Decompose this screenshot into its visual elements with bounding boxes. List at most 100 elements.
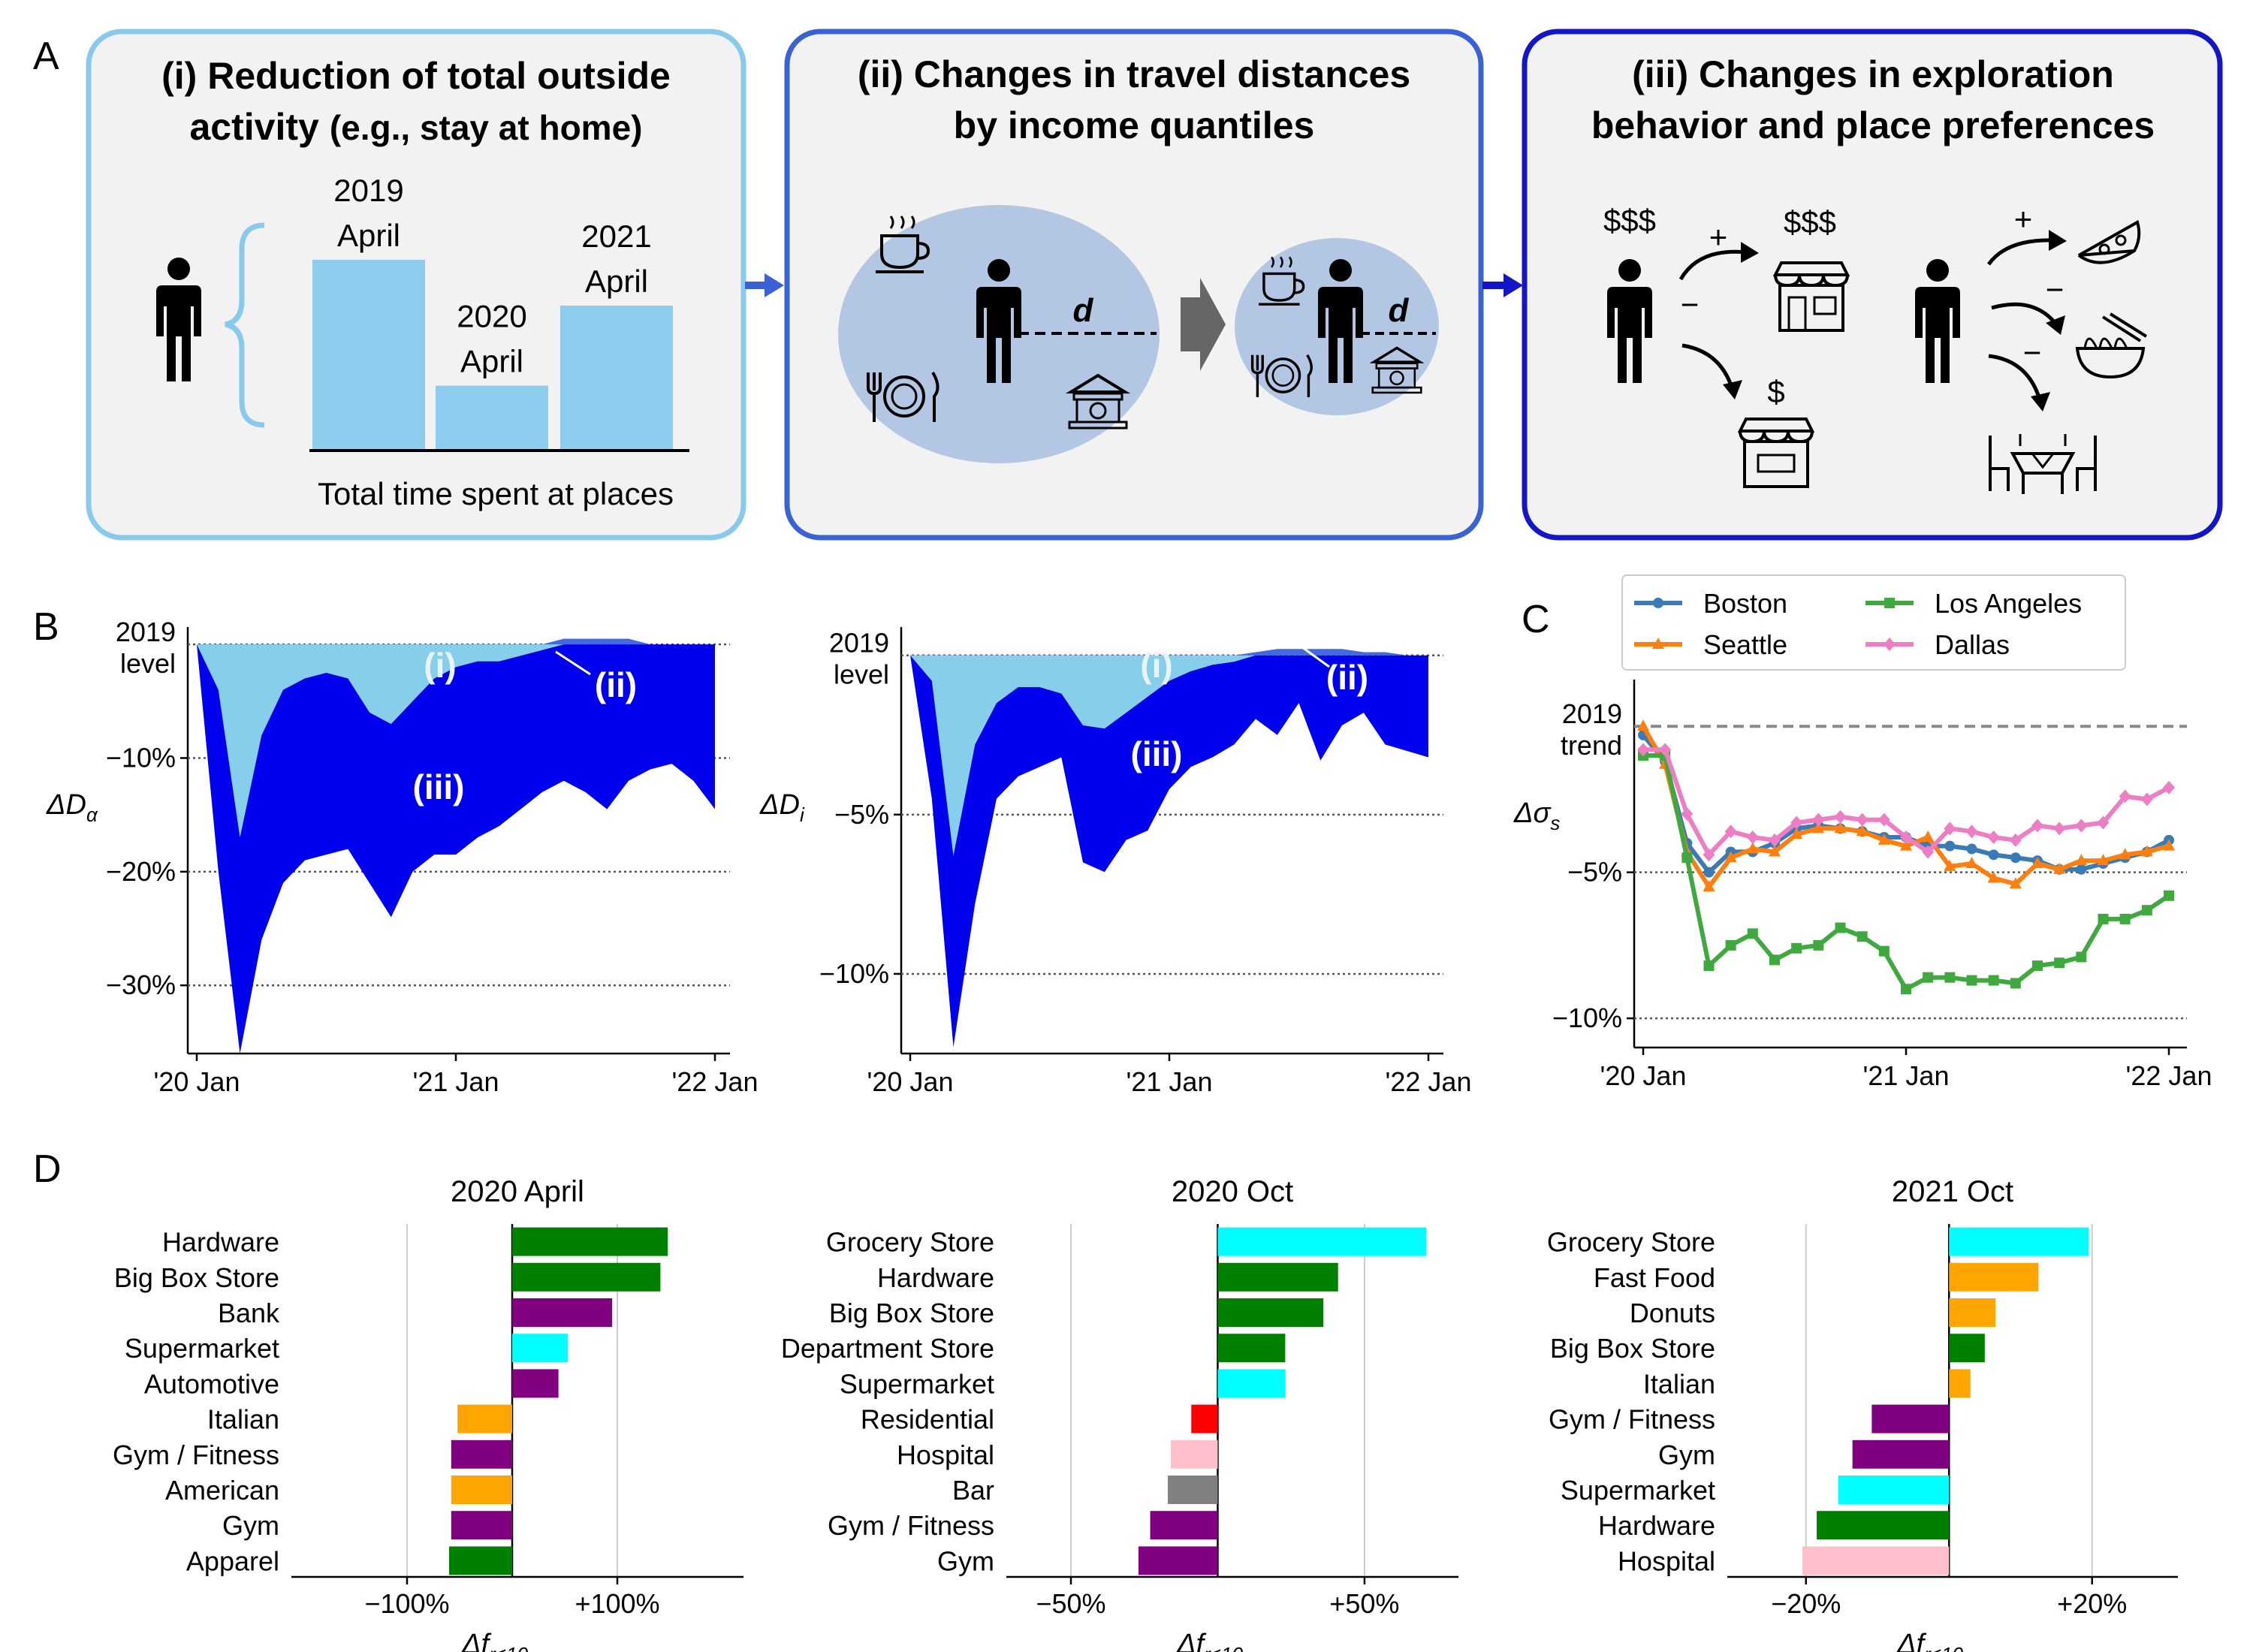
y-axis-label-main: ΔD — [759, 789, 800, 821]
series-point — [2009, 833, 2022, 847]
curved-arrow-icon — [1986, 238, 2055, 266]
bar-group: 2019 April 2020 April 2021 April — [312, 173, 673, 451]
y-axis-label: ΔDα — [46, 789, 98, 826]
y-tick-label: −30% — [106, 969, 176, 1000]
x-tick-label: '22 Jan — [2126, 1060, 2212, 1091]
x-axis-label: Δfr≤10 — [1896, 1629, 1963, 1652]
bar-label-month: April — [337, 218, 400, 253]
bar-italian — [457, 1404, 512, 1433]
x-axis-label-sub: r≤10 — [1924, 1643, 1963, 1652]
series-point — [1944, 972, 1956, 983]
bar-bank — [512, 1298, 612, 1327]
series-point — [2076, 864, 2087, 875]
series-point — [1769, 845, 1781, 857]
category-label: Hospital — [1618, 1545, 1715, 1576]
x-axis-label: Δfr≤10 — [461, 1629, 528, 1652]
series-point — [1965, 857, 1978, 868]
legend-label: Boston — [1703, 588, 1787, 619]
bar-2 — [560, 305, 673, 451]
legend-swatch-marker — [1884, 598, 1895, 608]
minus-sign: − — [2046, 272, 2064, 307]
y-axis-label-sub: i — [800, 803, 805, 826]
panel-letter-d: D — [33, 1147, 62, 1191]
series-point — [1944, 840, 1956, 852]
series-point — [1878, 833, 1890, 845]
arrow-right-icon — [1482, 273, 1523, 297]
bar-0 — [312, 260, 425, 451]
series-point — [1900, 839, 1912, 851]
bar-label-month: April — [585, 264, 648, 299]
series-point — [1813, 939, 1824, 951]
legend-swatch-marker — [1652, 638, 1664, 649]
series-point — [1724, 851, 1737, 863]
arrowhead-icon — [1723, 380, 1742, 399]
bar-gym — [1138, 1546, 1218, 1575]
bar-label-year: 2020 — [457, 299, 526, 334]
bar-bar — [1168, 1476, 1218, 1504]
series-point — [1856, 824, 1868, 837]
series-point — [2119, 789, 2131, 803]
legend: Boston Seattle Los Angeles Dallas — [1621, 574, 2126, 671]
series-point — [1834, 821, 1847, 834]
series-point — [1856, 931, 1868, 942]
box-iii-frame — [1522, 29, 2223, 541]
category-label: Italian — [1643, 1368, 1715, 1399]
x-axis-label-main: Δf — [1176, 1629, 1206, 1652]
series-point — [2164, 890, 2174, 901]
series-point — [1790, 815, 1803, 830]
person-icon — [976, 259, 1021, 383]
y-tick-label: −20% — [106, 856, 176, 887]
bar-gym — [451, 1511, 512, 1540]
series-point — [1791, 942, 1802, 954]
category-label: Supermarket — [125, 1333, 279, 1364]
annotation-i: (i) — [1140, 646, 1172, 685]
ref-label-line2: level — [834, 659, 889, 690]
series-point — [2163, 780, 2175, 794]
ref-label-line2: trend — [1561, 730, 1622, 761]
x-tick-label: '21 Jan — [1126, 1066, 1213, 1097]
storefront-icon — [1737, 418, 1815, 488]
person-icon — [1915, 259, 1960, 383]
series-point — [1703, 880, 1715, 892]
series-point — [1966, 975, 1977, 986]
series-point — [1987, 871, 2000, 883]
category-label: Italian — [207, 1404, 279, 1435]
person-icon — [156, 258, 201, 381]
panel-letter-a: A — [33, 35, 59, 78]
y-tick-label: −5% — [1567, 857, 1622, 888]
person-icon — [1607, 259, 1652, 383]
category-label: American — [165, 1475, 279, 1506]
series-point — [2053, 821, 2066, 836]
x-axis-label-sub: r≤10 — [1204, 1643, 1243, 1652]
bar-supermarket — [1838, 1476, 1950, 1504]
series-point — [1746, 842, 1759, 854]
box-iii-title-line2: behavior and place preferences — [1591, 104, 2155, 146]
legend-swatch-marker — [1653, 598, 1663, 608]
series-point — [1703, 848, 1715, 862]
series-point — [2141, 905, 2152, 916]
series-point — [1681, 852, 1693, 864]
bar-grocery-store — [1217, 1227, 1426, 1256]
bar-1 — [436, 385, 548, 451]
box-i-title-example: (e.g., stay at home) — [330, 108, 643, 147]
bank-icon — [1065, 373, 1131, 430]
bar-hardware — [1817, 1511, 1950, 1540]
y-axis-label-main: ΔD — [46, 789, 86, 821]
series-point — [2031, 818, 2043, 833]
x-tick-label: −50% — [1036, 1588, 1105, 1619]
box-i: (i) Reduction of total outside activity (… — [86, 29, 746, 541]
annotation-iii: (iii) — [413, 767, 465, 806]
annotation-i: (i) — [424, 646, 456, 685]
category-label: Hospital — [897, 1439, 994, 1470]
area-series-2 — [197, 644, 715, 1054]
ref-label-line1: 2019 — [116, 616, 176, 647]
arrowhead-icon — [1741, 242, 1759, 263]
bar-hardware — [512, 1227, 668, 1256]
category-label: Apparel — [186, 1545, 279, 1576]
y-tick-label: −10% — [1552, 1002, 1622, 1033]
x-tick-label: '21 Jan — [413, 1066, 499, 1097]
curved-arrow-icon — [1991, 302, 2058, 326]
series-point — [1703, 867, 1715, 878]
x-tick-label: −20% — [1771, 1588, 1841, 1619]
series-point — [1724, 824, 1737, 839]
